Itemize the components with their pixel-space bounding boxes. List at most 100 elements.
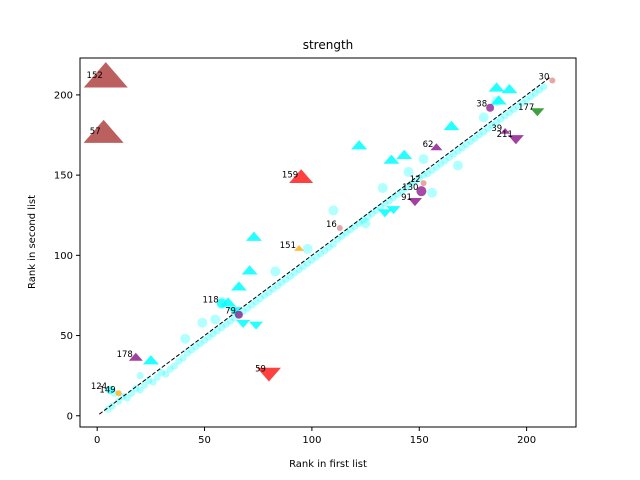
labeled-point-178 [128,352,143,361]
cyan-point [418,154,429,165]
cyan-point [312,253,320,261]
cyan-point [248,301,256,309]
cyan-point [325,243,333,251]
cyan-point [153,373,161,381]
cyan-point [518,99,526,107]
cyan-point [505,108,514,117]
labeled-point-38 [486,103,495,112]
annotation-59: 59 [255,364,266,374]
cyan-point [108,402,116,410]
cyan-point [123,394,131,402]
cyan-point [218,323,226,332]
cyan-point [136,386,144,394]
cyan-point [157,368,166,377]
cyan-point [162,370,170,378]
cyan-point [104,405,112,413]
cyan-point [346,226,355,234]
cyan-point [200,336,209,344]
cyan-point [514,102,522,110]
plot-frame [79,57,577,428]
cyan-point [132,384,140,393]
cyan-triangle-up [351,140,368,150]
x-tick-label: 150 [410,435,429,446]
cyan-point [385,197,393,205]
labeled-point-91 [407,198,422,207]
cyan-point [243,304,252,312]
cyan-point [351,222,359,231]
labeled-point-149 [115,390,122,397]
cyan-triangle-up [230,281,247,291]
cyan-triangle-up [490,95,507,105]
annotation-118: 118 [202,295,218,305]
cyan-triangle-up [501,84,518,94]
cyan-point [540,83,548,91]
cyan-point [458,144,466,152]
annotation-16: 16 [326,220,337,230]
annotation-57: 57 [90,127,101,137]
cyan-triangle-up [488,82,505,92]
cyan-point [492,118,501,126]
cyan-triangle-down [249,321,264,330]
cyan-point [462,141,471,149]
labeled-point-177 [530,108,545,117]
cyan-triangle-down [386,206,401,215]
cyan-point [261,291,269,300]
axes: 0 50 100 150 200 0 50 100 150 200 [54,90,536,446]
cyan-point [179,354,187,362]
labeled-point-211 [507,135,524,145]
cyan-point [140,381,149,389]
labeled-point-79 [234,310,243,319]
cyan-point [270,266,281,277]
labeled-point-59 [256,367,281,382]
cyan-triangle-up [443,120,460,131]
labeled-point-118 [216,298,227,309]
y-tick-label: 150 [54,171,73,182]
x-tick-label: 200 [517,435,536,446]
cyan-point [394,190,402,198]
cyan-point [226,317,234,325]
cyan-point [527,92,535,101]
cyan-point [424,169,432,178]
cyan-point [342,229,350,237]
cyan-point [196,339,204,348]
labeled-point-39 [500,128,511,134]
annotation-151: 151 [280,241,296,251]
labeled-point-12 [420,180,427,187]
cyan-point [445,153,453,162]
cyan-triangle-down [377,209,392,218]
cyan-point [299,262,307,271]
labeled-point-152 [83,62,128,88]
cyan-point [180,333,191,344]
cyan-point [377,182,388,193]
cyan-point [531,89,539,97]
cyan-point [427,187,438,198]
cyan-point [452,160,463,171]
labeled-point-62 [430,143,443,151]
labeled-point-57 [83,119,124,143]
y-axis-label: Rank in second list [27,195,38,289]
cyan-point [432,163,441,171]
cyan-point [535,86,544,94]
cyan-point [523,96,531,104]
cyan-point [441,157,449,165]
cyan-point [145,376,153,385]
labeled-point-124 [106,386,115,395]
cyan-point [316,250,325,258]
cyan-point [328,205,339,216]
chart-title: strength [303,38,354,52]
cyan-point [256,295,264,303]
x-tick-label: 50 [198,435,211,446]
annotation-149: 149 [99,385,115,395]
cyan-point [403,166,414,177]
cyan-point [183,349,191,357]
cyan-point [510,105,518,113]
cyan-triangle-up [383,154,400,164]
cyan-point [478,112,489,123]
labeled-point-130 [416,186,427,197]
cyan-point [166,365,174,373]
cyan-point [252,298,260,306]
annotation-178: 178 [117,350,133,360]
x-tick-label: 100 [302,435,321,446]
